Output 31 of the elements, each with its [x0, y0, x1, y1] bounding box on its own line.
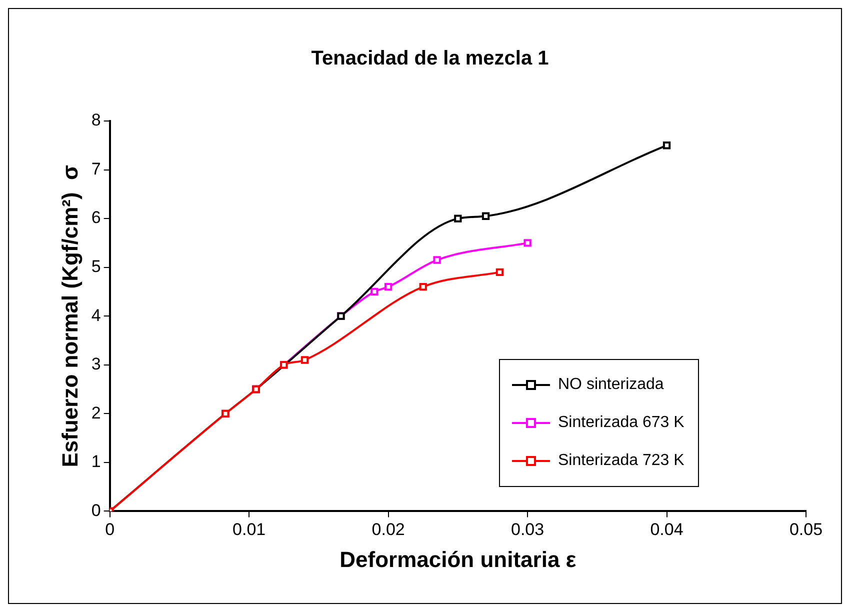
- y-tick-label: 4: [91, 306, 101, 325]
- point: [524, 239, 532, 247]
- point: [454, 214, 462, 222]
- x-tick-label: 0.01: [232, 520, 266, 540]
- point: [496, 268, 504, 276]
- point: [384, 283, 392, 291]
- y-tick-label: 3: [91, 354, 101, 374]
- x-tick-label: 0.05: [789, 520, 823, 540]
- point: [662, 142, 671, 150]
- y-tick-label: 6: [91, 208, 101, 228]
- y-tick-label: 8: [91, 110, 101, 130]
- y-tick-label: 0: [91, 500, 101, 520]
- point: [433, 256, 441, 264]
- y-tick-label: 7: [91, 159, 101, 178]
- point: [300, 356, 309, 364]
- point: [419, 283, 427, 291]
- legend-label: Sinterizada 673 K: [558, 414, 684, 432]
- x-axis-title: Deformación unitaria ε: [340, 546, 577, 572]
- y-tick-label: 1: [91, 452, 101, 472]
- y-tick-label: 5: [91, 257, 101, 276]
- y-axis-title: Esfuerzo normal (Kgf/cm²) σ: [57, 164, 82, 468]
- chart-title: Tenacidad de la mezcla 1: [311, 48, 549, 70]
- point: [482, 212, 490, 220]
- y-tick-label: 2: [91, 403, 101, 422]
- point: [370, 288, 378, 296]
- x-tick-label: 0.04: [650, 520, 684, 540]
- legend-label: NO sinterizada: [558, 376, 664, 394]
- x-tick-label: 0.03: [510, 520, 544, 540]
- x-tick-label: 0.02: [372, 520, 405, 540]
- x-tick-label: 0: [105, 520, 115, 540]
- legend-label: Sinterizada 723 K: [558, 452, 684, 470]
